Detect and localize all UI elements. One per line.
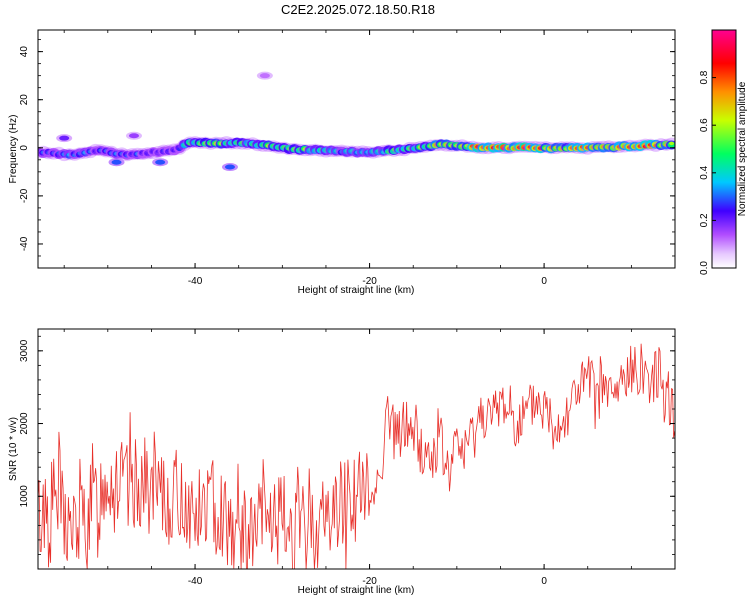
colorbar-tick-label: 0.6: [699, 118, 710, 132]
colorbar-label: Normalized spectral amplitude: [737, 81, 748, 216]
bottom-plot-frame: [37, 328, 676, 570]
spectrogram-panel: -40 -20 0 40 20 0 -20 -40 Height of straight l…: [8, 29, 676, 296]
y-tick-label: 0: [19, 145, 30, 151]
x-tick-label: -40: [188, 276, 203, 287]
top-x-axis-label: Height of straight line (km): [298, 285, 415, 296]
heatmap-blob-core: [128, 133, 139, 139]
y-tick-label: -40: [19, 236, 30, 251]
heatmap-cell: [176, 147, 182, 152]
colorbar-tick-label: 0.2: [699, 213, 710, 227]
colorbar-tick-label: 0.8: [699, 70, 710, 84]
heatmap-cells: [38, 71, 675, 172]
y-tick-label: 20: [19, 94, 30, 106]
chart-title: C2E2.2025.072.18.50.R18: [281, 2, 435, 17]
y-tick-label: 40: [19, 46, 30, 58]
bottom-x-ticks: -40 -20 0: [63, 329, 676, 587]
y-tick-label: 3000: [19, 339, 30, 362]
colorbar: 0.0 0.2 0.4 0.6 0.8 Normalized spectral ampl…: [699, 29, 748, 275]
colorbar-ticks: 0.0 0.2 0.4 0.6 0.8: [699, 70, 716, 275]
x-tick-label: -40: [188, 576, 203, 587]
snr-series-line: [38, 343, 675, 569]
x-tick-label: 0: [541, 276, 547, 287]
y-tick-label: 1000: [19, 485, 30, 508]
heatmap-blob-core: [224, 164, 235, 170]
heatmap-blob-core: [259, 73, 270, 79]
bottom-y-axis-label: SNR (10 * v/v): [8, 417, 19, 481]
x-tick-label: 0: [541, 576, 547, 587]
heatmap-blob-core: [111, 159, 122, 165]
y-tick-label: -20: [19, 188, 30, 203]
bottom-y-ticks: 1000 2000 3000: [19, 335, 675, 570]
heatmap-cell: [669, 141, 674, 146]
x-tick-label: -20: [362, 576, 377, 587]
y-tick-label: 2000: [19, 412, 30, 435]
top-x-ticks: -40 -20 0: [63, 30, 676, 287]
top-plot-frame: [37, 29, 676, 269]
top-y-ticks: 40 20 0 -20 -40: [19, 39, 675, 269]
colorbar-tick-label: 0.4: [699, 165, 710, 179]
snr-panel: -40 -20 0 1000 2000 3000 Height of straight …: [8, 328, 676, 596]
heatmap-blob-core: [155, 159, 166, 165]
colorbar-tick-label: 0.0: [699, 261, 710, 275]
colorbar-gradient: [711, 29, 737, 269]
x-tick-label: -20: [362, 276, 377, 287]
bottom-x-axis-label: Height of straight line (km): [298, 585, 415, 596]
heatmap-blob-core: [59, 135, 70, 141]
top-y-axis-label: Frequency (Hz): [8, 115, 19, 184]
